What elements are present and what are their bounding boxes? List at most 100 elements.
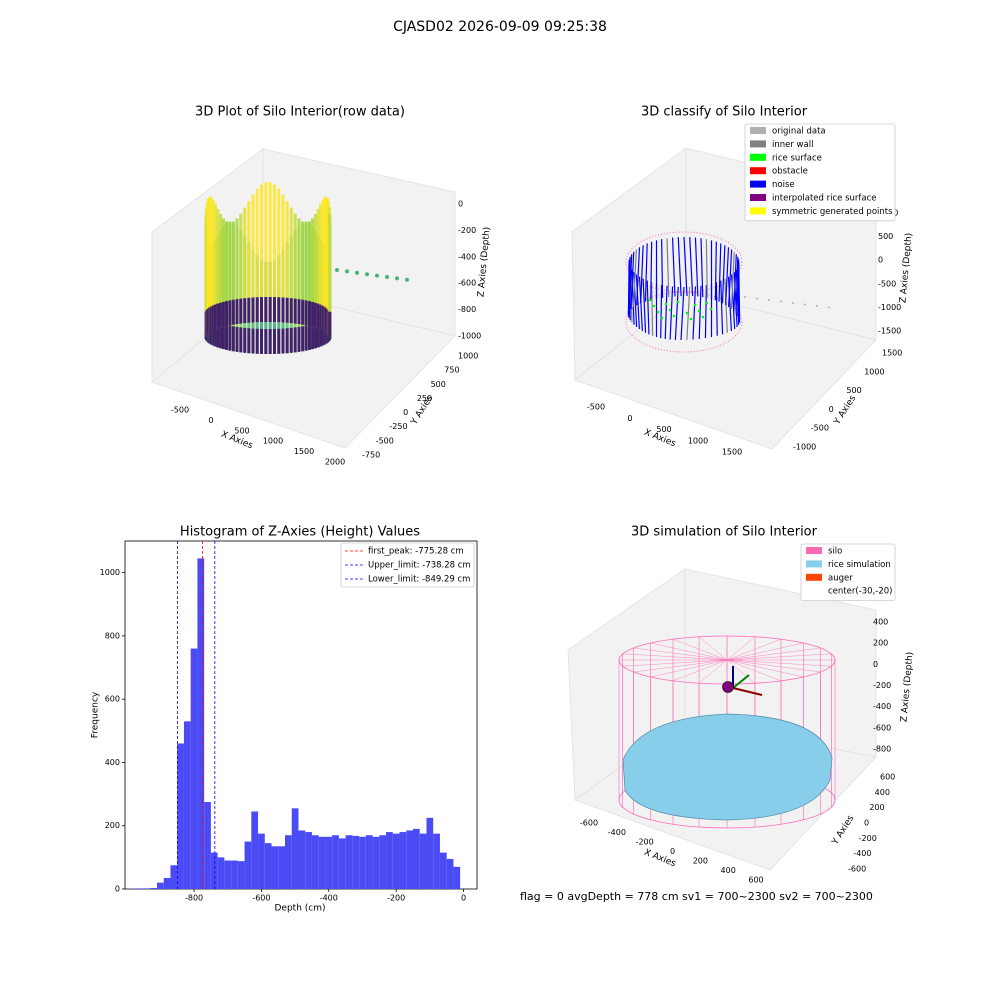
bar <box>352 835 360 889</box>
bar <box>426 817 434 889</box>
panel-title: 3D simulation of Silo Interior <box>631 525 818 540</box>
point-cloud-stroke <box>689 237 694 297</box>
y-tick-label: 500 <box>431 380 446 389</box>
point-cloud-dot <box>804 303 806 306</box>
x-tick-label: -200 <box>636 838 654 847</box>
point-cloud-dot <box>828 306 830 309</box>
silo-wire <box>622 659 728 667</box>
point-cloud-dot <box>395 276 399 281</box>
point-cloud-stroke <box>698 285 702 339</box>
bar <box>136 888 144 889</box>
silo-wire <box>672 639 728 661</box>
bar <box>157 882 164 889</box>
legend-label: silo <box>828 547 842 557</box>
point-cloud-stroke <box>671 237 676 297</box>
x-tick-label: 500 <box>656 425 671 434</box>
bar <box>305 832 312 889</box>
point-cloud-dot <box>652 304 656 308</box>
z-tick-label: -800 <box>873 745 891 754</box>
silo-outline <box>625 231 743 293</box>
legend-swatch <box>750 167 766 175</box>
y-tick-label: 500 <box>846 386 861 395</box>
bar <box>392 833 400 889</box>
y-tick-label: 200 <box>869 803 884 812</box>
x-tick-label: 0 <box>670 847 675 856</box>
bar <box>177 743 184 889</box>
bar <box>278 846 285 889</box>
bar <box>264 843 272 889</box>
legend-swatch <box>750 194 766 201</box>
silo-wire <box>726 659 756 684</box>
point-cloud-stroke <box>627 256 631 314</box>
bar <box>224 860 232 889</box>
point-cloud-dot <box>697 309 701 313</box>
y-tick-label: -600 <box>848 865 866 874</box>
point-cloud-stroke <box>642 278 647 333</box>
x-tick-label: -600 <box>580 819 598 828</box>
y-tick-label: 400 <box>875 788 890 797</box>
point-cloud-stroke <box>683 236 688 297</box>
z-tick-label: 0 <box>878 256 883 265</box>
renderings <box>204 182 836 829</box>
point-cloud-dot <box>768 299 770 301</box>
point-cloud-dot <box>744 296 746 298</box>
bar <box>183 721 191 889</box>
panel-title: Histogram of Z-Axies (Height) Values <box>180 525 420 540</box>
legend-swatch <box>806 573 822 581</box>
point-cloud-stroke <box>651 282 654 336</box>
y-tick-label: -1000 <box>793 443 816 452</box>
point-cloud-stroke <box>705 239 708 298</box>
y-tick-label: 400 <box>105 758 120 767</box>
bar <box>338 838 346 889</box>
bar <box>419 833 427 889</box>
bar <box>285 835 292 889</box>
x-tick-label: -400 <box>608 828 626 837</box>
point-cloud-dot <box>816 305 818 307</box>
legend-swatch <box>806 547 822 554</box>
point-cloud-stroke <box>718 243 722 302</box>
bar <box>311 835 319 889</box>
x-tick-label: -200 <box>387 894 405 903</box>
point-cloud-dot <box>693 303 697 307</box>
silo-wire <box>726 659 832 667</box>
legend-label: Upper_limit: -738.28 cm <box>368 561 471 571</box>
y-tick-label: 0 <box>403 408 408 417</box>
point-cloud-stroke <box>636 247 641 306</box>
x-tick-label: -600 <box>252 894 270 903</box>
bar <box>271 846 279 889</box>
point-cloud-stroke <box>720 280 724 335</box>
silo-wire <box>726 647 821 661</box>
point-cloud-dot <box>676 300 680 304</box>
point-cloud-dot <box>756 297 758 300</box>
point-cloud-stroke <box>635 274 640 330</box>
silo-wire <box>622 653 728 661</box>
bar <box>413 828 420 889</box>
bar <box>258 833 265 889</box>
auger-axis <box>732 674 750 689</box>
legend-swatch <box>750 127 766 134</box>
bar <box>217 857 225 889</box>
point-cloud-stroke <box>660 284 663 339</box>
z-tick-label: 500 <box>878 232 893 241</box>
y-tick-label: -200 <box>859 834 877 843</box>
silo-wire <box>726 642 804 661</box>
bar <box>446 858 454 889</box>
z-tick-label: 0 <box>873 660 878 669</box>
legend-box <box>800 543 896 601</box>
silo-wire <box>650 642 728 661</box>
x-tick-label: 400 <box>721 866 736 875</box>
legend-label: center(-30,-20) <box>828 587 892 597</box>
rice-surface <box>622 713 833 821</box>
y-tick-label: 0 <box>115 885 120 894</box>
legend-label: inner wall <box>772 140 813 150</box>
x-tick-label: 500 <box>234 426 249 435</box>
point-cloud-stroke <box>686 286 691 340</box>
z-tick-label: 200 <box>873 639 888 648</box>
y-tick-label: 600 <box>880 773 895 782</box>
charts: 3D Plot of Silo Interior(row data) -500 0 5… <box>91 105 916 914</box>
z-tick-label: 400 <box>873 618 888 627</box>
silo-wire <box>698 659 728 684</box>
legend-swatch <box>806 560 822 568</box>
x-tick-label: 200 <box>693 857 708 866</box>
